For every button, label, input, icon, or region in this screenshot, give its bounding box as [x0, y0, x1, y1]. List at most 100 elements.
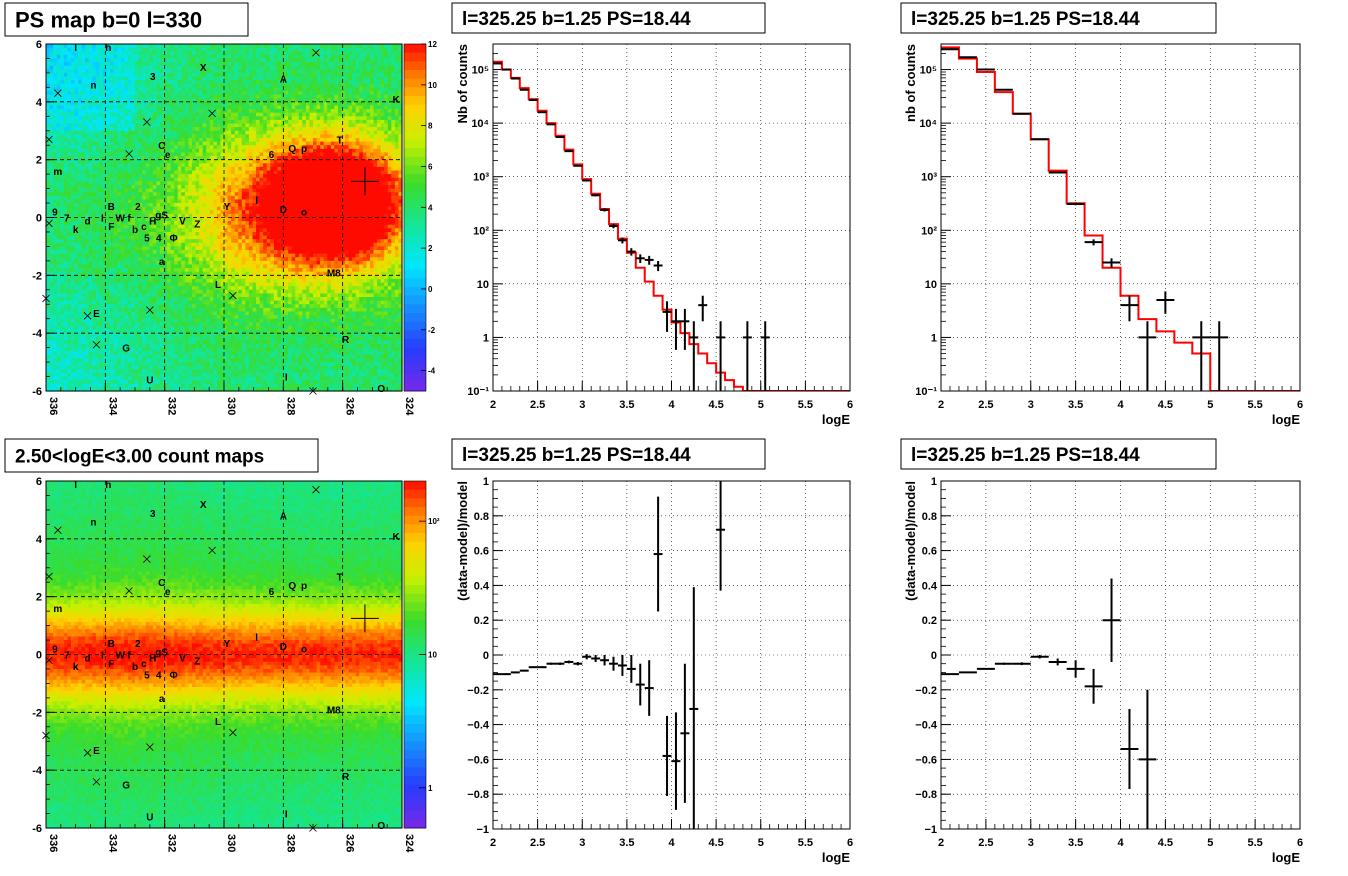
source-label: 4 — [156, 671, 162, 682]
colorbar-tick-label: 10 — [428, 651, 437, 660]
source-label: U — [146, 375, 153, 386]
source-label: a — [159, 694, 165, 705]
y-tick-label: 10³ — [473, 172, 489, 184]
source-marker-x — [54, 89, 62, 97]
y-tick-label: −1 — [924, 824, 937, 836]
source-marker-x — [208, 109, 216, 118]
y-tick-label: 10² — [921, 225, 937, 237]
source-label: C — [158, 578, 165, 589]
x-tick-label: 5 — [1207, 837, 1213, 849]
source-label: T — [337, 572, 343, 583]
source-marker-x — [83, 312, 92, 320]
y-tick-label: 0 — [36, 650, 42, 662]
x-axis-title: logE — [822, 850, 850, 865]
x-tick-label: 328 — [284, 397, 296, 415]
source-label: Z — [194, 656, 200, 667]
source-marker-x — [229, 728, 237, 737]
x-tick-label: 6 — [847, 837, 853, 849]
source-label: I — [101, 214, 104, 225]
source-label: R — [342, 335, 350, 346]
x-tick-label: 3 — [579, 837, 585, 849]
y-tick-label: 6 — [36, 39, 42, 51]
colorbar-tick-label: 4 — [428, 203, 433, 212]
y-tick-label: 0.4 — [474, 580, 490, 592]
x-tick-label: 3 — [579, 399, 585, 411]
source-label: 9 — [52, 208, 58, 219]
source-label: V — [179, 653, 186, 664]
y-tick-label: 1 — [931, 476, 937, 488]
plot-area — [493, 481, 850, 829]
data-point — [1210, 321, 1229, 391]
source-label: c — [141, 222, 147, 233]
source-label: L — [215, 280, 221, 291]
y-tick-label: -2 — [32, 707, 42, 719]
data-point — [1192, 321, 1211, 391]
panel-ratio1: 2 2.5 3 3.5 4 4.5 5 5.5 6 1 0.8 0.6 0.4 0.2 0 −0.2 −0.4 −… — [455, 476, 853, 865]
plot-content — [941, 46, 1300, 391]
data-point — [1066, 202, 1085, 206]
source-label: G — [122, 344, 130, 355]
source-label: W — [115, 214, 125, 225]
source-label: B — [108, 639, 115, 650]
source-label: f — [127, 651, 131, 662]
source-marker-x — [208, 546, 216, 555]
source-label: c — [141, 659, 147, 670]
source-label: 4 — [156, 234, 162, 245]
data-point — [635, 254, 645, 263]
colorbar-tick-label: 1 — [428, 784, 433, 793]
source-label: E — [93, 309, 100, 320]
y-axis-title: nb of counts — [903, 44, 918, 122]
data-point — [976, 667, 995, 670]
x-tick-label: 5 — [758, 837, 764, 849]
data-point — [689, 587, 699, 829]
source-label: m — [53, 604, 62, 615]
source-label: 6 — [269, 587, 275, 598]
source-label: B — [108, 202, 115, 213]
title-box: 2.50<logE<3.00 count maps — [4, 438, 319, 473]
y-tick-label: 10² — [473, 225, 489, 237]
y-tick-label: 2 — [36, 592, 42, 604]
source-marker-x — [42, 731, 50, 740]
y-tick-label: −0.8 — [915, 789, 937, 801]
data-point — [609, 224, 618, 229]
source-marker-x — [312, 485, 320, 494]
source-label: e — [165, 587, 171, 598]
data-point — [760, 321, 770, 391]
data-point — [662, 301, 672, 332]
source-label: Q — [288, 144, 296, 155]
source-label: X — [200, 500, 207, 511]
plot-content — [493, 60, 850, 391]
source-marker-x — [92, 340, 101, 349]
source-label: d — [84, 216, 90, 227]
source-label: D — [280, 205, 287, 216]
y-tick-label: 0.4 — [922, 580, 938, 592]
source-label: I — [101, 651, 104, 662]
data-point — [582, 179, 592, 182]
data-point — [546, 662, 556, 665]
data-point — [1138, 689, 1157, 829]
source-label: 3 — [150, 72, 156, 83]
source-label: k — [73, 225, 79, 236]
y-tick-label: −1 — [476, 824, 489, 836]
y-axis-title: (data-model)/model — [455, 481, 470, 601]
source-label: A — [280, 512, 287, 523]
source-label: p — [301, 144, 307, 155]
data-point — [653, 496, 663, 612]
x-tick-label: 336 — [47, 834, 59, 852]
source-label: o — [301, 208, 307, 219]
source-label: L — [215, 717, 221, 728]
x-tick-label: 324 — [403, 834, 415, 853]
source-marker-x — [143, 118, 151, 126]
title-box: l=325.25 b=1.25 PS=18.44 — [451, 2, 766, 34]
source-marker-x — [125, 150, 133, 158]
source-label: T — [337, 135, 343, 146]
data-point — [662, 715, 672, 796]
source-marker-x — [312, 48, 320, 57]
x-tick-label: 2.5 — [530, 399, 545, 411]
colorbar-tick-label: 6 — [428, 162, 433, 171]
data-point — [644, 255, 654, 265]
source-label: 6 — [269, 150, 275, 161]
source-label: h — [105, 43, 111, 54]
source-label: F — [108, 222, 114, 233]
plot-content — [493, 481, 726, 829]
